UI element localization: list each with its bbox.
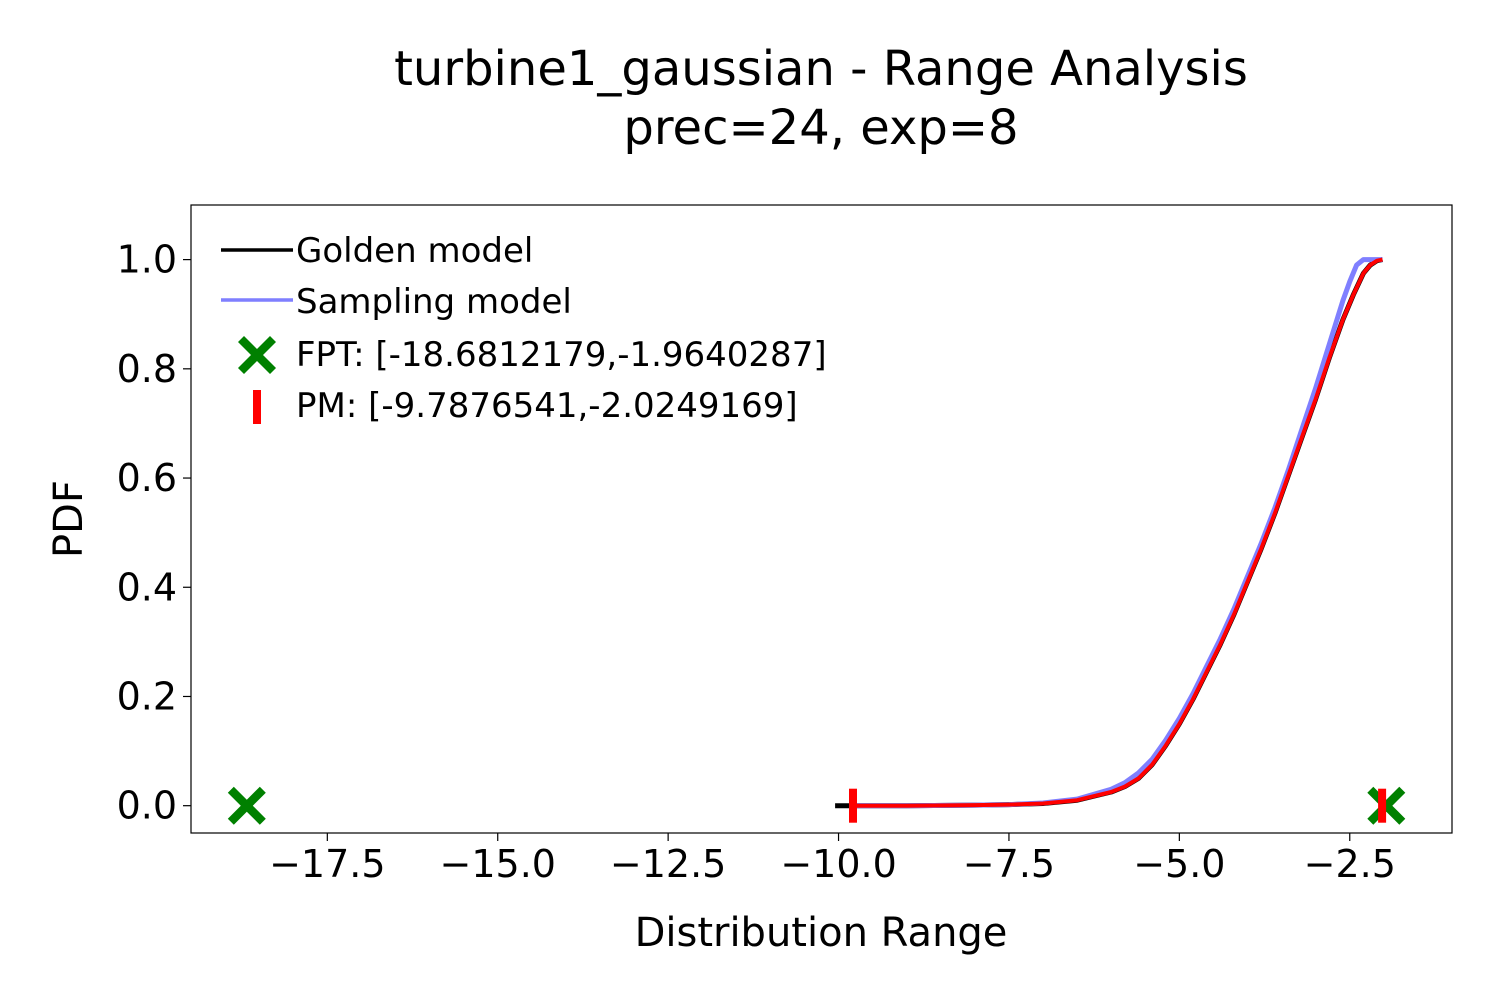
- x-tick-label: −12.5: [610, 842, 726, 886]
- plot-layer: [227, 257, 1406, 825]
- y-axis-label: PDF: [46, 480, 92, 558]
- y-tick-label: 0.8: [117, 347, 177, 391]
- fpt-marker: [1367, 786, 1406, 825]
- x-tick-label: −10.0: [780, 842, 896, 886]
- legend-label-sampling-model: Sampling model: [296, 282, 572, 322]
- x-tick-label: −2.5: [1304, 842, 1396, 886]
- sampling-model-line: [852, 257, 1383, 809]
- y-tick-label: 1.0: [117, 238, 177, 282]
- x-tick-label: −5.0: [1133, 842, 1225, 886]
- golden-model-line: [835, 257, 1383, 809]
- pm-marker: [1378, 788, 1387, 823]
- chart-subtitle: prec=24, exp=8: [623, 100, 1018, 156]
- x-axis: −17.5 −15.0 −12.5 −10.0 −7.5 −5.0 −2.5: [269, 833, 1396, 886]
- x-tick-label: −7.5: [963, 842, 1055, 886]
- x-tick-label: −17.5: [269, 842, 385, 886]
- plot-frame: [190, 204, 1453, 834]
- y-axis: 0.0 0.2 0.4 0.6 0.8 1.0: [117, 238, 191, 828]
- y-tick-label: 0.2: [117, 674, 177, 718]
- y-tick-label: 0.0: [117, 784, 177, 828]
- legend: Golden model Sampling model FPT: [-18.68…: [221, 231, 827, 426]
- fpt-marker: [227, 786, 266, 825]
- x-axis-label: Distribution Range: [635, 910, 1008, 956]
- legend-swatch-pm-marker: [253, 390, 261, 424]
- pm-marker: [849, 788, 857, 823]
- y-tick-label: 0.4: [117, 565, 177, 609]
- legend-label-golden-model: Golden model: [296, 231, 533, 271]
- legend-label-fpt: FPT: [-18.6812179,-1.9640287]: [296, 335, 827, 375]
- chart-title: turbine1_gaussian - Range Analysis: [394, 41, 1248, 97]
- pm-range-line: [852, 257, 1383, 808]
- y-tick-label: 0.6: [117, 456, 177, 500]
- legend-label-pm: PM: [-9.7876541,-2.0249169]: [296, 386, 798, 426]
- x-tick-label: −15.0: [440, 842, 556, 886]
- legend-swatch-fpt-marker: [238, 336, 276, 374]
